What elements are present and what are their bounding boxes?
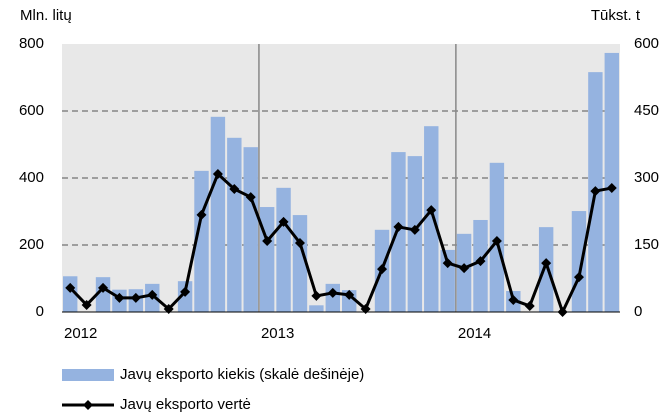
bar [243,147,258,312]
y2-tick-label: 300 [634,169,659,186]
marker [344,289,355,300]
legend-label: Javų eksporto kiekis (skalė dešinėje) [120,366,364,383]
y-axis-label: Mln. litų [20,7,72,24]
marker [377,264,388,275]
bar [325,283,340,312]
y-tick-label: 200 [19,236,44,253]
bar [571,211,587,312]
marker [393,221,404,232]
marker [573,272,584,283]
y-tick-label: 400 [19,169,44,186]
legend-swatch [62,369,114,381]
marker [98,282,109,293]
marker [229,184,240,195]
x-tick-label: 2013 [261,325,294,342]
marker [524,300,535,311]
marker [590,186,601,197]
marker [65,282,76,293]
marker [442,258,453,269]
marker [409,224,420,235]
marker [459,263,470,274]
bar [227,137,242,312]
x-tick-label: 2014 [458,325,491,342]
bar [95,277,111,312]
y2-tick-label: 600 [634,35,659,52]
bar [538,227,554,312]
marker [426,205,437,216]
marker [508,294,519,305]
marker [130,292,141,303]
bar [259,207,275,312]
y2-tick-label: 150 [634,236,659,253]
bar [276,187,291,312]
y2-axis-label: Tūkst. t [591,7,641,24]
x-tick-label: 2012 [64,325,97,342]
marker [278,216,289,227]
marker [327,287,338,298]
bar [391,152,406,312]
marker [147,289,158,300]
marker [245,192,256,203]
bar [63,276,78,312]
y-tick-label: 800 [19,35,44,52]
line [69,171,613,317]
marker [311,290,322,301]
bar [604,52,619,312]
bar [424,126,439,312]
marker [114,292,125,303]
marker [212,168,223,179]
marker [196,209,207,220]
marker [262,235,273,246]
marker [491,235,502,246]
bar [210,116,226,312]
marker [180,286,191,297]
bar [309,305,324,312]
marker [541,258,552,269]
legend-label: Javų eksporto vertė [120,396,251,413]
legend-marker [83,400,93,410]
y2-tick-label: 450 [634,102,659,119]
marker [606,183,617,194]
y-tick-label: 0 [36,303,44,320]
marker [360,303,371,314]
marker [294,237,305,248]
marker [163,303,174,314]
marker [475,256,486,267]
y-tick-label: 600 [19,102,44,119]
marker [81,299,92,310]
y2-tick-label: 0 [634,303,642,320]
